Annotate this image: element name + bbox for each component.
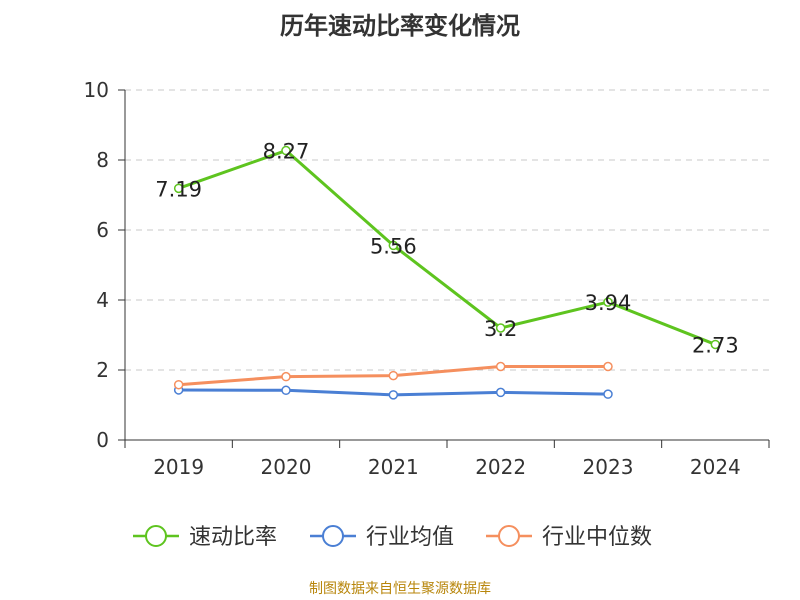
legend-label: 行业中位数 [542, 525, 652, 550]
data-point[interactable] [173, 379, 184, 390]
data-point[interactable] [388, 240, 399, 251]
x-tick-label: 2019 [153, 455, 204, 479]
y-tick-label: 0 [96, 428, 109, 452]
x-tick-label: 2024 [690, 455, 741, 479]
y-tick-label: 8 [96, 148, 109, 172]
data-label: 3.94 [585, 291, 632, 315]
y-tick-label: 4 [96, 288, 109, 312]
data-point[interactable] [603, 297, 613, 307]
data-point[interactable] [495, 387, 506, 398]
y-tick-label: 10 [84, 78, 109, 102]
legend-label: 速动比率 [189, 525, 277, 550]
chart-title: 历年速动比率变化情况 [280, 12, 520, 40]
legend-item-0[interactable]: 速动比率 [133, 525, 277, 550]
data-label: 2.73 [692, 333, 739, 357]
data-point[interactable] [281, 371, 291, 382]
x-tick-label: 2023 [583, 455, 634, 479]
data-label: 5.56 [370, 234, 417, 258]
legend-marker [498, 525, 520, 547]
legend-item-2[interactable]: 行业中位数 [486, 525, 652, 550]
x-tick-label: 2021 [368, 455, 419, 479]
legend-item-1[interactable]: 行业均值 [310, 525, 454, 550]
data-source-note: 制图数据来自恒生聚源数据库 [309, 581, 491, 597]
legend-marker [322, 525, 344, 547]
data-point[interactable] [173, 183, 184, 194]
y-tick-label: 2 [96, 358, 109, 382]
y-tick-label: 6 [96, 218, 109, 242]
data-point[interactable] [603, 361, 613, 372]
data-point[interactable] [388, 390, 399, 400]
legend-label: 行业均值 [366, 525, 454, 550]
data-point[interactable] [281, 385, 291, 396]
legend-marker [145, 525, 167, 547]
x-tick-label: 2022 [475, 455, 526, 479]
data-point[interactable] [603, 389, 613, 399]
data-point[interactable] [388, 370, 399, 381]
data-point[interactable] [495, 361, 506, 372]
data-label: 7.19 [155, 177, 202, 201]
x-tick-label: 2020 [261, 455, 312, 479]
data-label: 8.27 [263, 140, 310, 164]
data-label: 3.2 [484, 317, 517, 341]
data-point[interactable] [495, 323, 506, 333]
data-point[interactable] [710, 339, 721, 350]
series-line-0 [178, 149, 716, 346]
data-point[interactable] [281, 145, 291, 156]
